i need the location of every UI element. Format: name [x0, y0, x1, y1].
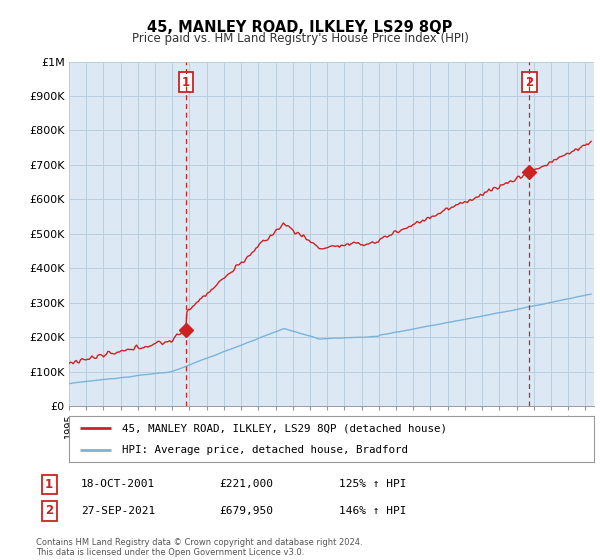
Text: 146% ↑ HPI: 146% ↑ HPI [339, 506, 407, 516]
Text: 45, MANLEY ROAD, ILKLEY, LS29 8QP (detached house): 45, MANLEY ROAD, ILKLEY, LS29 8QP (detac… [121, 423, 446, 433]
Text: 2: 2 [45, 504, 53, 517]
Text: 18-OCT-2001: 18-OCT-2001 [81, 479, 155, 489]
Text: 2: 2 [526, 76, 533, 89]
Text: 125% ↑ HPI: 125% ↑ HPI [339, 479, 407, 489]
Text: 27-SEP-2021: 27-SEP-2021 [81, 506, 155, 516]
Text: 45, MANLEY ROAD, ILKLEY, LS29 8QP: 45, MANLEY ROAD, ILKLEY, LS29 8QP [148, 20, 452, 35]
Text: 1: 1 [45, 478, 53, 491]
Text: Contains HM Land Registry data © Crown copyright and database right 2024.
This d: Contains HM Land Registry data © Crown c… [36, 538, 362, 557]
Text: £679,950: £679,950 [219, 506, 273, 516]
Text: £221,000: £221,000 [219, 479, 273, 489]
Text: 1: 1 [182, 76, 190, 89]
Text: Price paid vs. HM Land Registry's House Price Index (HPI): Price paid vs. HM Land Registry's House … [131, 32, 469, 45]
Text: HPI: Average price, detached house, Bradford: HPI: Average price, detached house, Brad… [121, 445, 407, 455]
